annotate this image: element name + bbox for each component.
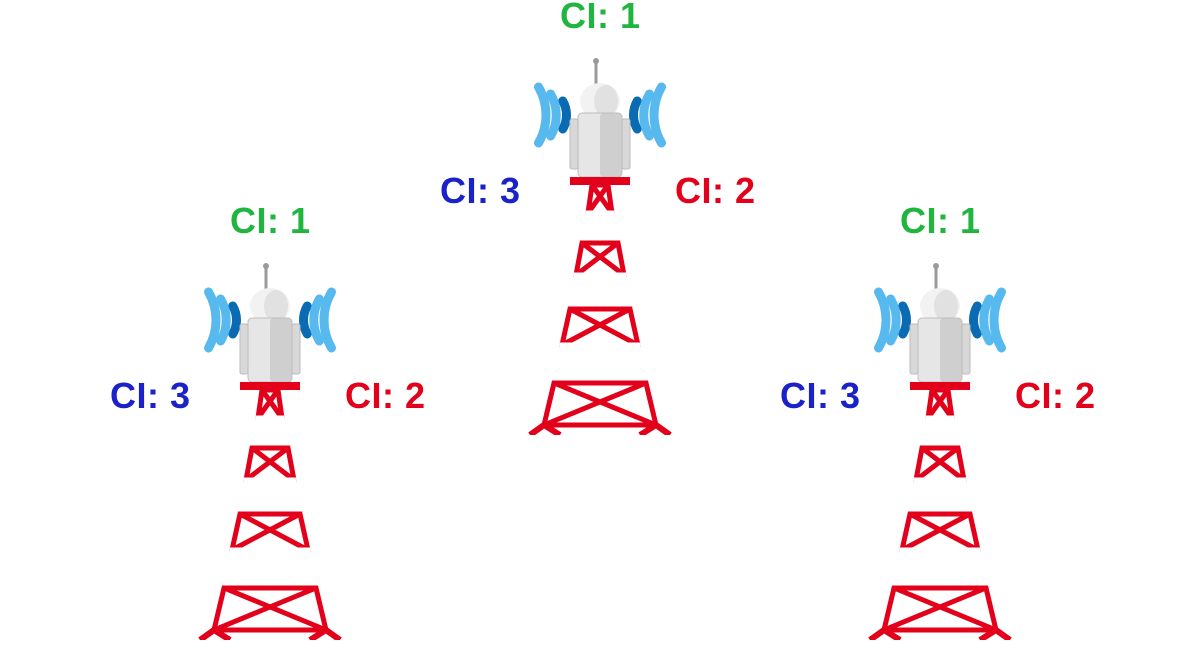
- label-ci3: CI: 3: [780, 375, 861, 417]
- label-ci2: CI: 2: [675, 170, 756, 212]
- label-ci1: CI: 1: [900, 200, 981, 242]
- label-ci1: CI: 1: [230, 200, 311, 242]
- label-ci1: CI: 1: [560, 0, 641, 37]
- tower-left: CI: 1CI: 3CI: 2: [120, 210, 420, 640]
- label-ci3: CI: 3: [110, 375, 191, 417]
- diagram-stage: CI: 1 CI: 3 CI: 2: [0, 0, 1200, 659]
- tower-right: CI: 1CI: 3CI: 2: [790, 210, 1090, 640]
- label-ci2: CI: 2: [1015, 375, 1096, 417]
- tower-center: CI: 1CI: 3CI: 2: [450, 5, 750, 435]
- label-ci3: CI: 3: [440, 170, 521, 212]
- label-ci2: CI: 2: [345, 375, 426, 417]
